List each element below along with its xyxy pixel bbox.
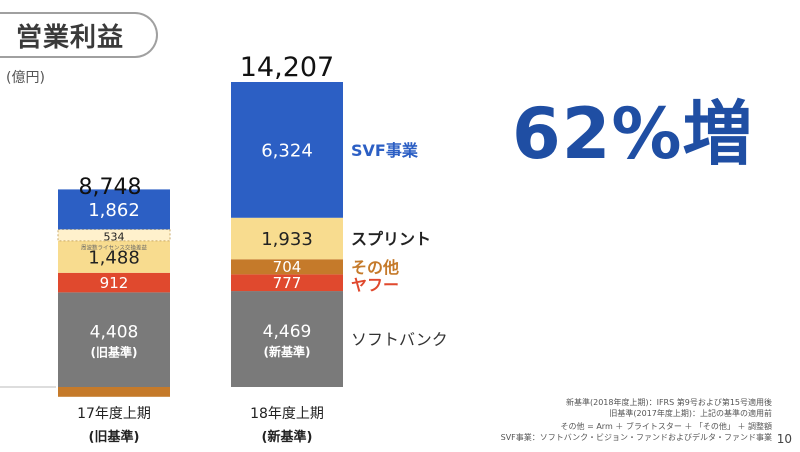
label-スプリント-1: 1,933 [261,229,313,250]
title-pill: 営業利益 [0,12,158,58]
legend-スプリント: スプリント [351,230,431,249]
total-label-0: 8,748 [79,175,142,200]
legend-ソフトバンク: ソフトバンク [351,330,448,349]
category-label-1: 18年度上期 [250,406,324,422]
footnote-2: 旧基準(2017年度上期)：上記の基準の適用前 [609,408,772,418]
label-スプリント-0: 1,488 [88,247,140,268]
category-sublabel-0: (旧基準) [89,429,140,445]
bar-fy17-ヤフー [58,272,170,293]
bar-fy17-スプリント [58,240,170,273]
label-SVF事業-0: 1,862 [88,200,140,221]
unit-label: (億円) [6,70,45,86]
page-number: 10 [776,432,792,446]
total-label-1: 14,207 [240,52,334,83]
footnote-3: その他 = Arm ＋ ブライトスター ＋ 「その他」 ＋ 調整額 [560,422,772,431]
page-title: 営業利益 [16,22,125,53]
footnotes: 新基準(2018年度上期)：IFRS 第9号および第15号適用後 旧基準(201… [501,398,772,443]
label-spectrum-name: 周波数ライセンス交換差益 [81,243,147,251]
label-spectrum-value: 534 [104,230,125,243]
label-ヤフー-0: 912 [100,274,129,292]
label-その他-1: 704 [273,258,302,276]
bar-fy18-ソフトバンク [231,291,343,387]
bar-fy18-その他 [231,259,343,275]
label-ヤフー-1: 777 [273,274,302,292]
footnote-4: SVF事業：ソフトバンク・ビジョン・ファンドおよびデルタ・ファンド事業 [500,432,772,442]
footnote-1: 新基準(2018年度上期)：IFRS 第9号および第15号適用後 [565,398,772,407]
category-sublabel-1: (新基準) [262,429,313,445]
bar-fy17-ソフトバンク [58,292,170,387]
growth-headline: 62%増 [512,93,754,175]
label-softbank-0: 4,408 [90,323,139,343]
label-softbank-basis-1: (新基準) [264,344,311,359]
bar-fy18-スプリント [231,217,343,260]
label-SVF事業-1: 6,324 [261,140,313,161]
label-softbank-basis-0: (旧基準) [91,345,138,360]
bar-fy17-その他 [58,387,170,397]
bar-fy17-SVF事業 [58,189,170,230]
legend-その他: その他 [351,258,399,277]
bar-fy18-SVF事業 [231,82,343,218]
legend-ヤフー: ヤフー [351,276,399,295]
legend-SVF事業: SVF事業 [351,141,419,160]
bar-fy18-ヤフー [231,274,343,292]
category-label-0: 17年度上期 [77,406,151,422]
label-softbank-1: 4,469 [263,322,312,342]
